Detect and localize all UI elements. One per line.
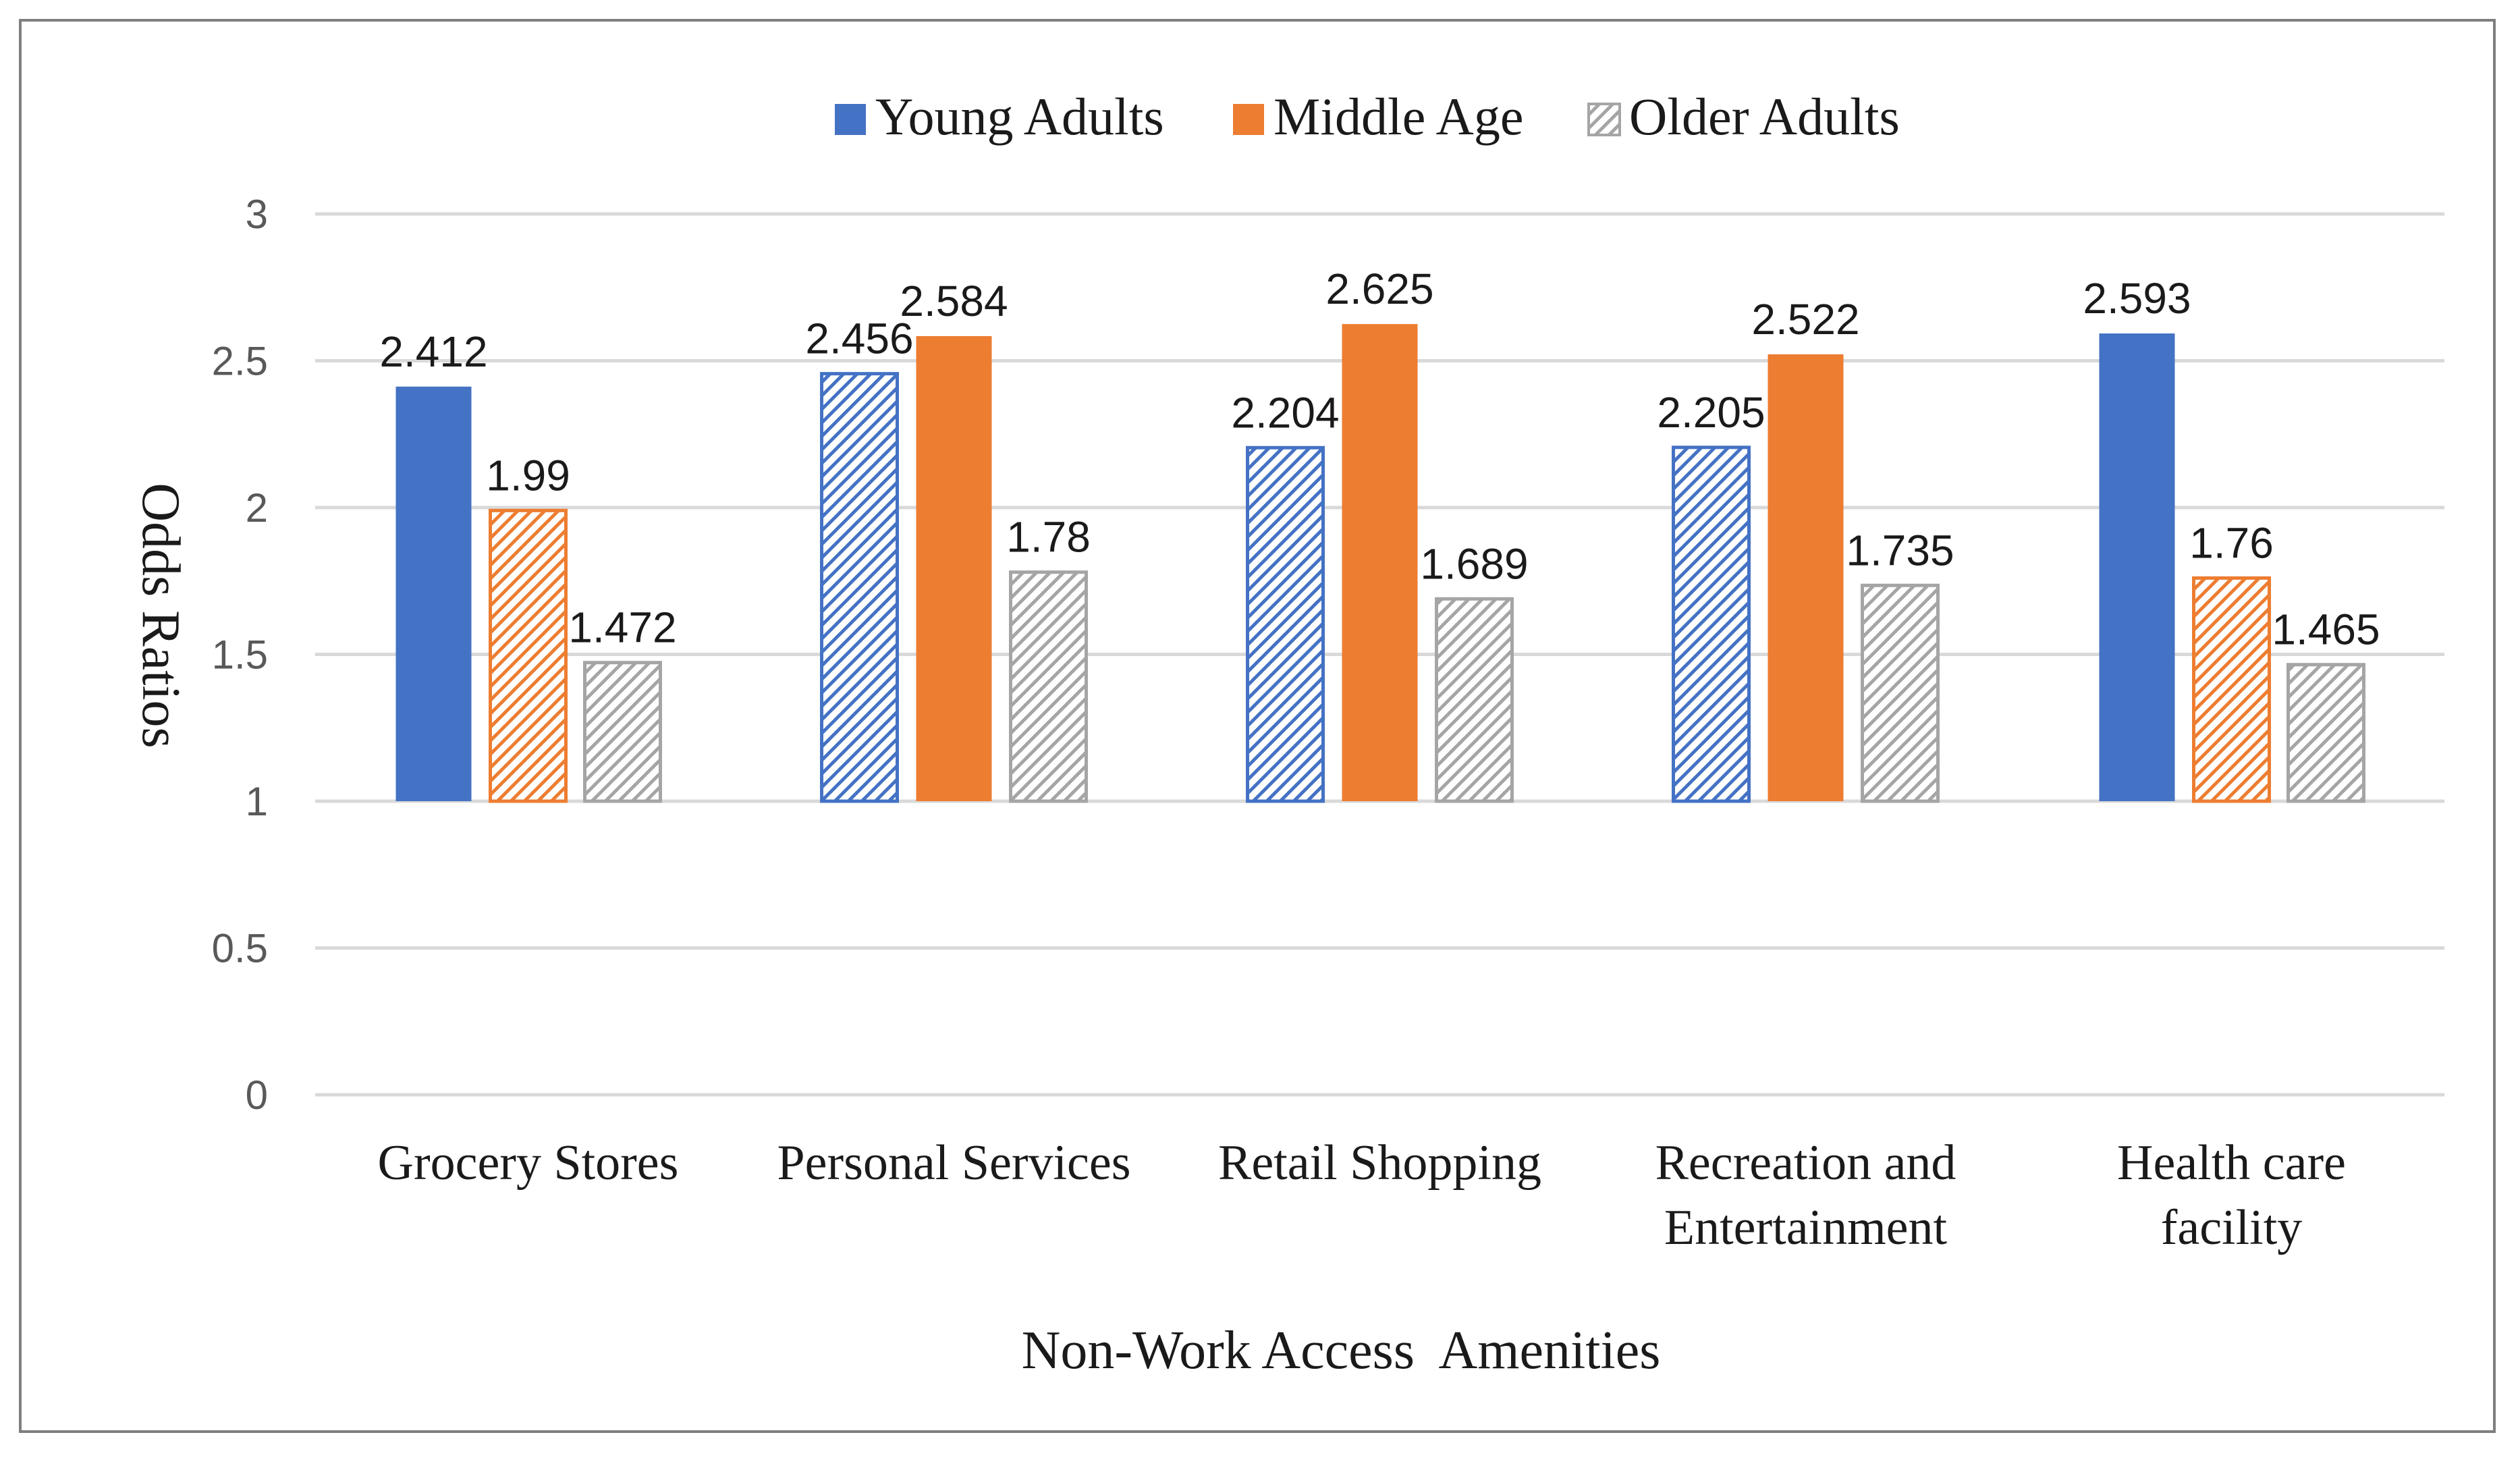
legend-item-older-adults: Older Adults — [1587, 87, 1900, 146]
legend-label: Older Adults — [1629, 87, 1900, 146]
data-label: 2.593 — [2083, 274, 2191, 323]
legend: Young Adults Middle Age Older Adults — [835, 87, 1900, 146]
x-axis-categories: Grocery Stores Personal Services Retail Sh… — [378, 1135, 2346, 1255]
y-tick-label: 1.5 — [212, 632, 268, 678]
x-category-label: Personal Services — [777, 1135, 1130, 1191]
data-label: 1.689 — [1420, 539, 1528, 588]
bar-middle-age-personal-services — [916, 335, 992, 802]
bar-young-adults-health-care-facility — [2099, 333, 2175, 801]
y-axis-title: Odds Ratios — [131, 483, 190, 748]
legend-swatch — [835, 104, 866, 135]
bar-young-adults-grocery-stores — [395, 386, 472, 801]
bar-young-adults-recreation-and-entertainment — [1672, 445, 1751, 803]
bar-older-adults-recreation-and-entertainment — [1861, 583, 1940, 803]
data-label: 2.412 — [379, 327, 487, 376]
y-tick-label: 1 — [246, 779, 268, 824]
bar-middle-age-retail-shopping — [1342, 324, 1418, 801]
legend-label: Middle Age — [1273, 87, 1523, 146]
bar-older-adults-personal-services — [1009, 570, 1088, 803]
data-label: 1.735 — [1846, 526, 1954, 574]
bar-older-adults-grocery-stores — [583, 661, 662, 803]
x-category-label: Grocery Stores — [378, 1135, 679, 1191]
data-label: 2.625 — [1325, 265, 1433, 313]
data-label: 2.522 — [1751, 295, 1859, 344]
data-label: 2.205 — [1657, 388, 1765, 437]
y-tick-label: 2 — [246, 485, 268, 531]
y-tick-label: 0.5 — [212, 926, 268, 971]
data-label: 1.76 — [2189, 518, 2274, 567]
data-label: 2.584 — [900, 277, 1008, 325]
legend-item-middle-age: Middle Age — [1233, 87, 1523, 146]
data-label: 1.465 — [2272, 605, 2380, 654]
legend-label: Young Adults — [875, 87, 1164, 146]
y-tick-label: 0 — [246, 1073, 268, 1118]
legend-swatch — [1587, 103, 1621, 136]
bar-older-adults-retail-shopping — [1435, 597, 1514, 803]
bar-young-adults-retail-shopping — [1246, 445, 1325, 803]
y-tick-label: 2.5 — [212, 339, 268, 384]
bars — [395, 324, 2365, 803]
bar-middle-age-recreation-and-entertainment — [1768, 354, 1844, 801]
x-category-label: Retail Shopping — [1218, 1135, 1541, 1191]
bar-middle-age-health-care-facility — [2192, 576, 2271, 803]
data-label: 1.78 — [1006, 513, 1091, 562]
data-label: 1.99 — [486, 451, 570, 499]
bar-young-adults-personal-services — [820, 372, 899, 803]
legend-item-young-adults: Young Adults — [835, 87, 1164, 146]
data-label: 2.204 — [1231, 388, 1339, 437]
y-axis-ticks: 0 0.5 1 1.5 2 2.5 3 — [212, 192, 268, 1118]
x-category-label: Recreation and Entertainment — [1655, 1135, 1956, 1255]
legend-swatch — [1233, 104, 1264, 135]
x-axis-title: Non-Work Access Amenities — [1022, 1321, 1661, 1380]
x-category-label: Health care facility — [2117, 1135, 2346, 1255]
chart-frame: 0 0.5 1 1.5 2 2.5 3 2.412 1.99 1.472 2.456 2.584 1.… — [19, 19, 2496, 1433]
bar-middle-age-grocery-stores — [489, 508, 568, 803]
bar-older-adults-health-care-facility — [2286, 663, 2365, 803]
data-label: 2.456 — [805, 315, 913, 363]
data-label: 1.472 — [568, 603, 676, 652]
y-tick-label: 3 — [246, 192, 268, 237]
